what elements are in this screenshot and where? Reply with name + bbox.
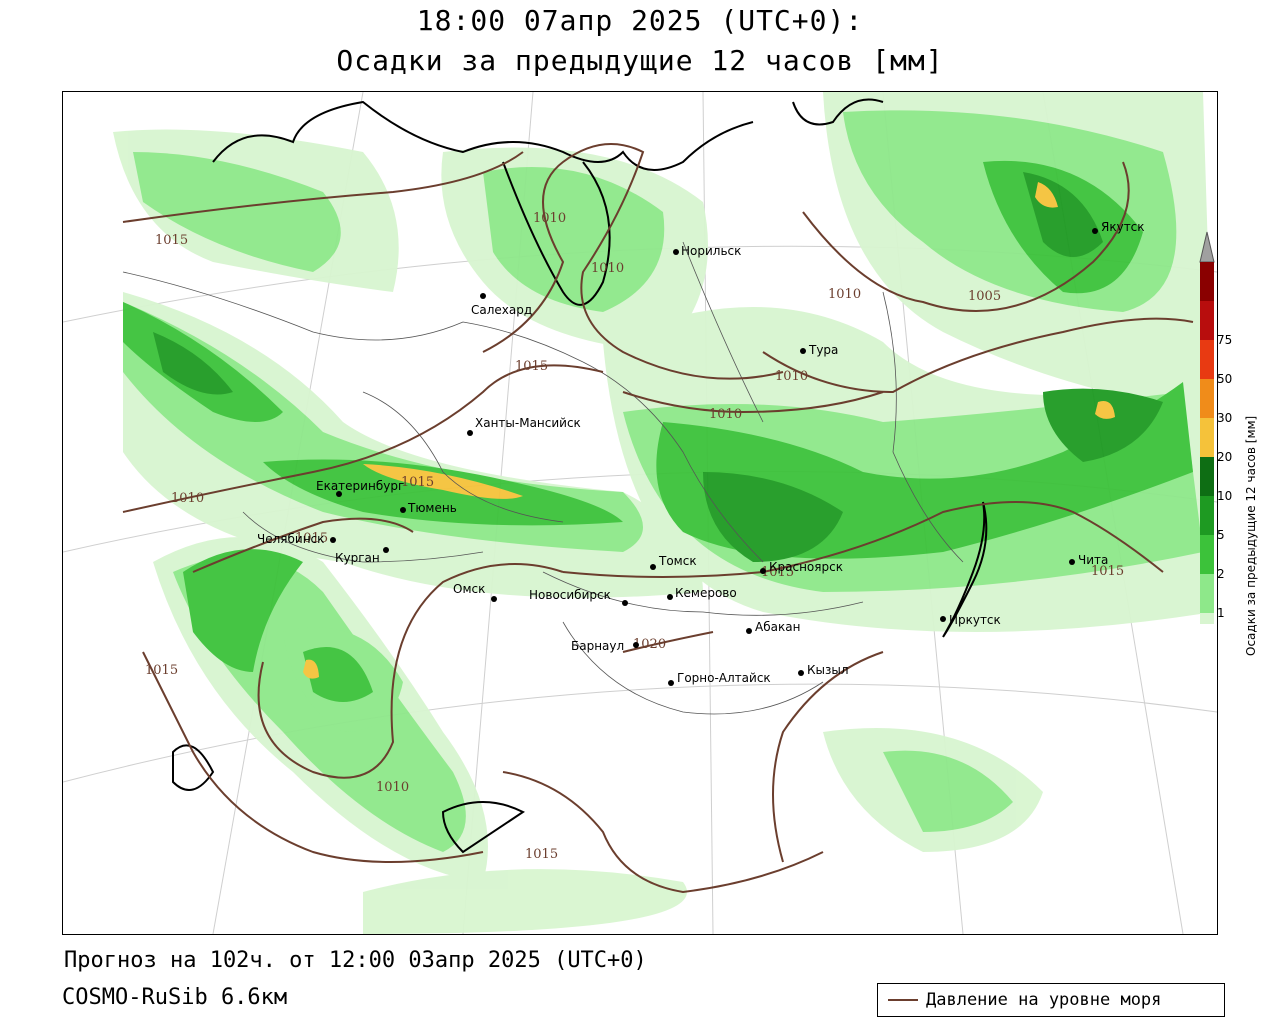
- city-gorno-altaysk: Горно-Алтайск: [668, 671, 771, 686]
- city-abakan: Абакан: [746, 620, 800, 634]
- isobar-label: 1010: [828, 287, 861, 302]
- svg-text:Кызыл: Кызыл: [807, 663, 849, 677]
- city-tomsk: Томск: [650, 554, 697, 570]
- svg-text:Красноярск: Красноярск: [769, 560, 843, 574]
- colorbar-segment: [1200, 379, 1214, 418]
- city-novosibirsk: Новосибирск: [529, 588, 628, 606]
- svg-text:Барнаул: Барнаул: [571, 639, 624, 653]
- colorbar-segment: [1200, 613, 1214, 624]
- city-omsk: Омск: [453, 582, 497, 602]
- city-khanty-mansiysk: Ханты-Мансийск: [467, 416, 581, 436]
- precipitation-map: 1015 1005 1010 1010 1010 1015 1010 1010 …: [62, 91, 1218, 935]
- colorbar-tick-label: 10: [1217, 489, 1232, 503]
- isobar-label: 1020: [633, 637, 666, 652]
- colorbar-tick-label: 75: [1217, 333, 1232, 347]
- coastlines: [172, 98, 988, 854]
- svg-text:Тюмень: Тюмень: [407, 501, 457, 515]
- svg-text:Курган: Курган: [335, 551, 380, 565]
- city-chelyabinsk: Челябинск: [257, 532, 336, 546]
- cities: Норильск Салехард Тура Якутск Ханты-Манс…: [257, 220, 1145, 686]
- city-yakutsk: Якутск: [1092, 220, 1145, 234]
- city-tura: Тура: [800, 343, 838, 357]
- isobar-label: 1010: [533, 211, 566, 226]
- isobar-label: 1005: [968, 289, 1001, 304]
- city-kemerovo: Кемерово: [667, 586, 737, 600]
- colorbar-tick-label: 20: [1217, 450, 1232, 464]
- city-yekaterinburg: Екатеринбург: [316, 479, 404, 497]
- isobar-label: 1015: [1091, 564, 1124, 579]
- colorbar-segment: [1200, 457, 1214, 496]
- colorbar: 0.11251020305075: [1199, 231, 1232, 624]
- svg-text:Якутск: Якутск: [1101, 220, 1145, 234]
- colorbar-title: Осадки за предыдущие 12 часов [мм]: [1244, 416, 1258, 656]
- colorbar-segment: [1200, 535, 1214, 574]
- city-salekhard: Салехард: [471, 293, 532, 317]
- city-kyzyl: Кызыл: [798, 663, 849, 677]
- city-norilsk: Норильск: [673, 244, 741, 258]
- isobar-label: 1015: [401, 475, 434, 490]
- svg-text:Чита: Чита: [1078, 553, 1108, 567]
- isobar-label: 1015: [515, 359, 548, 374]
- colorbar-segment: [1200, 418, 1214, 457]
- colorbar-tick-label: 2: [1217, 567, 1225, 581]
- colorbar-segment: [1200, 340, 1214, 379]
- svg-text:Кемерово: Кемерово: [675, 586, 737, 600]
- colorbar-segment: [1200, 496, 1214, 535]
- svg-text:Осадки за предыдущие 12 часов: Осадки за предыдущие 12 часов [мм]: [1244, 416, 1258, 656]
- city-chita: Чита: [1069, 553, 1108, 567]
- svg-text:Екатеринбург: Екатеринбург: [316, 479, 404, 493]
- forecast-info: Прогноз на 102ч. от 12:00 03апр 2025 (UT…: [64, 948, 647, 973]
- isobar-label: 1015: [145, 663, 178, 678]
- colorbar-tick-label: 1: [1217, 606, 1225, 620]
- pressure-legend-line: [888, 999, 918, 1001]
- isobar-label: 1010: [775, 369, 808, 384]
- svg-text:Салехард: Салехард: [471, 303, 532, 317]
- isobar-label: 1015: [295, 531, 328, 546]
- colorbar-tick-label: 5: [1217, 528, 1225, 542]
- city-kurgan: Курган: [335, 547, 389, 565]
- colorbar-overflow-triangle: [1199, 231, 1215, 263]
- isobar-labels: 1015 1005 1010 1010 1010 1015 1010 1010 …: [145, 211, 1124, 862]
- svg-text:Абакан: Абакан: [755, 620, 800, 634]
- isobar-label: 1010: [376, 780, 409, 795]
- isobar-label: 1015: [525, 847, 558, 862]
- svg-text:Ханты-Мансийск: Ханты-Мансийск: [475, 416, 581, 430]
- svg-text:Норильск: Норильск: [681, 244, 741, 258]
- isobar-label: 1010: [709, 407, 742, 422]
- city-barnaul: Барнаул: [571, 639, 639, 653]
- colorbar-tick-label: 50: [1217, 372, 1232, 386]
- svg-text:Омск: Омск: [453, 582, 485, 596]
- colorbar-tick-label: 30: [1217, 411, 1232, 425]
- isobar-label: 1015: [155, 233, 188, 248]
- svg-text:Челябинск: Челябинск: [257, 532, 324, 546]
- pressure-legend-label: Давление на уровне моря: [926, 990, 1162, 1010]
- isobar-label: 1010: [171, 491, 204, 506]
- precipitation-fields: [113, 92, 1213, 934]
- city-irkutsk: Иркутск: [940, 613, 1001, 627]
- colorbar-segment: [1200, 262, 1214, 301]
- isobar-label: 1010: [591, 261, 624, 276]
- model-name: COSMO-RuSib 6.6км: [62, 985, 288, 1010]
- isobar-label: 1015: [761, 565, 794, 580]
- city-tyumen: Тюмень: [400, 501, 457, 515]
- svg-text:Горно-Алтайск: Горно-Алтайск: [677, 671, 771, 685]
- svg-text:Новосибирск: Новосибирск: [529, 588, 611, 602]
- isobars: [122, 143, 1194, 894]
- map-subtitle: Осадки за предыдущие 12 часов [мм]: [336, 44, 944, 77]
- svg-text:Иркутск: Иркутск: [949, 613, 1001, 627]
- colorbar-segment: [1200, 574, 1214, 613]
- city-krasnoyarsk: Красноярск: [760, 560, 843, 574]
- admin-boundaries: [122, 241, 964, 715]
- svg-text:Томск: Томск: [658, 554, 697, 568]
- map-title: 18:00 07апр 2025 (UTC+0):: [416, 4, 864, 37]
- pressure-legend: Давление на уровне моря: [877, 983, 1225, 1017]
- colorbar-segment: [1200, 301, 1214, 340]
- svg-text:Тура: Тура: [808, 343, 838, 357]
